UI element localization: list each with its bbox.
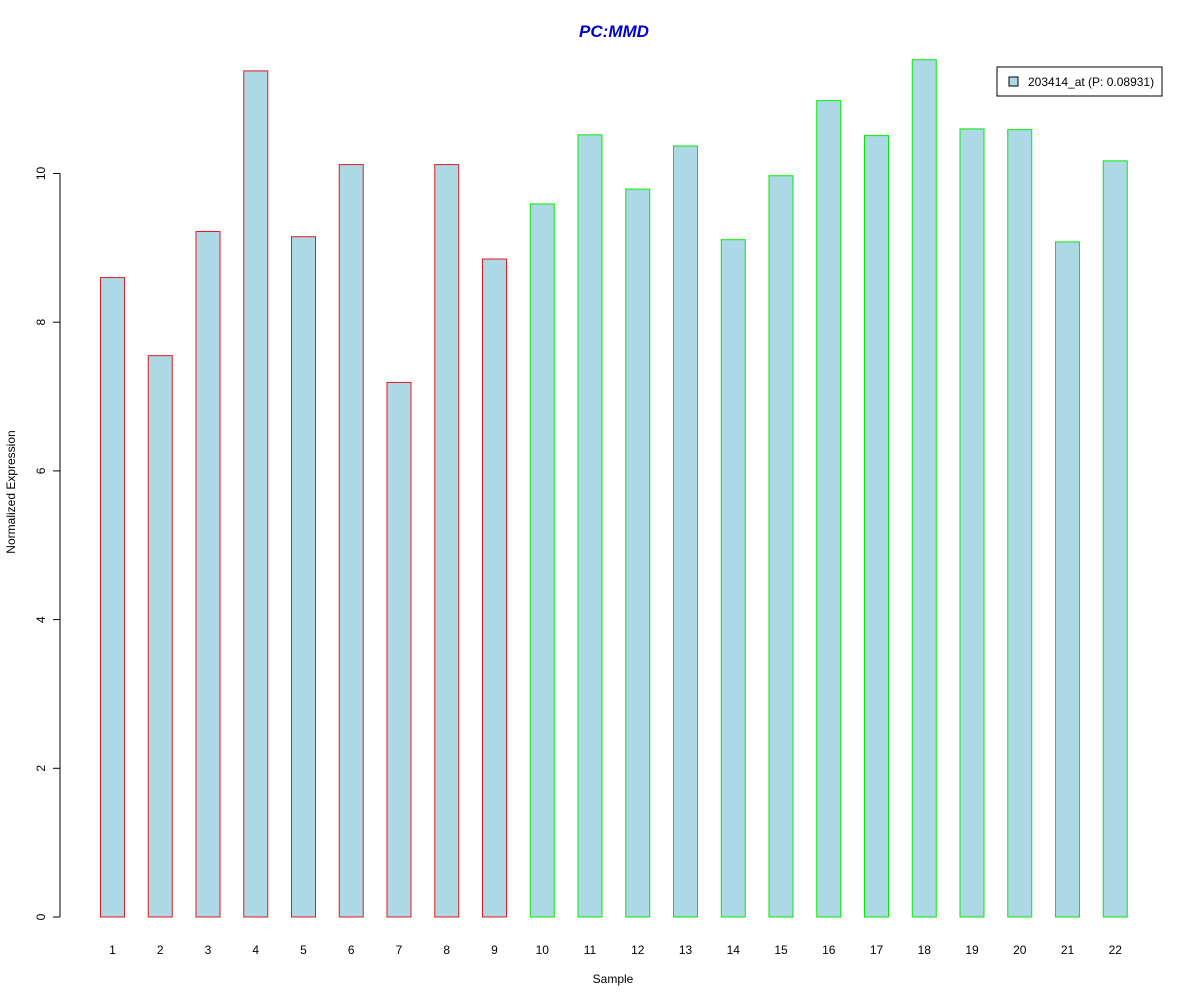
bar-sample-8 <box>434 164 460 918</box>
bar-sample-5 <box>291 236 316 918</box>
legend-box <box>996 66 1163 97</box>
bar-sample-9 <box>482 258 507 918</box>
x-tick-label: 16 <box>822 943 836 957</box>
y-axis: 0 2 4 6 8 10 <box>34 167 61 920</box>
y-tick-label: 2 <box>34 765 48 772</box>
bar-sample-2 <box>147 355 173 918</box>
x-tick-label: 17 <box>870 943 884 957</box>
bars <box>100 59 1128 918</box>
x-tick-label: 14 <box>727 943 741 957</box>
bar-sample-13 <box>673 145 698 918</box>
bar-sample-19 <box>959 128 985 918</box>
bar-sample-22 <box>1102 160 1128 918</box>
bar-sample-7 <box>386 381 412 918</box>
legend-entry-label: 203414_at (P: 0.08931) <box>1028 75 1154 89</box>
y-tick-label: 8 <box>34 319 48 326</box>
x-tick-label: 19 <box>965 943 979 957</box>
x-tick-label: 20 <box>1013 943 1027 957</box>
x-tick-label: 12 <box>631 943 645 957</box>
bar-sample-6 <box>338 164 364 918</box>
legend: 203414_at (P: 0.08931) <box>996 66 1163 97</box>
x-tick-label: 22 <box>1109 943 1123 957</box>
x-tick-label: 13 <box>679 943 693 957</box>
x-tick-label: 9 <box>491 943 498 957</box>
x-tick-label: 2 <box>157 943 164 957</box>
y-axis-label: Normalized Expression <box>4 430 18 553</box>
x-tick-label: 6 <box>348 943 355 957</box>
x-tick-label: 15 <box>774 943 788 957</box>
bar-sample-12 <box>625 188 651 918</box>
bar-sample-10 <box>529 203 555 918</box>
bar-sample-1 <box>100 277 125 918</box>
bar-sample-14 <box>720 239 746 918</box>
x-tick-label: 7 <box>396 943 403 957</box>
x-tick-label: 18 <box>918 943 932 957</box>
bar-sample-20 <box>1007 129 1033 918</box>
x-tick-label: 4 <box>252 943 259 957</box>
x-tick-label: 8 <box>443 943 450 957</box>
x-tick-label: 11 <box>584 943 597 957</box>
bar-sample-11 <box>577 134 603 918</box>
x-tick-label: 3 <box>205 943 212 957</box>
y-tick-label: 4 <box>34 616 48 623</box>
x-axis-label: Sample <box>593 972 634 986</box>
bar-sample-4 <box>243 70 269 918</box>
bar-sample-15 <box>768 175 794 918</box>
bar-sample-16 <box>816 100 842 918</box>
x-tick-label: 21 <box>1061 943 1075 957</box>
y-tick-label: 6 <box>34 467 48 474</box>
x-tick-label: 5 <box>300 943 307 957</box>
bar-sample-3 <box>195 230 221 918</box>
legend-swatch <box>1008 76 1019 87</box>
bar-sample-18 <box>911 59 937 918</box>
bar-sample-21 <box>1055 241 1080 918</box>
x-tick-labels: 1 2 3 4 5 6 7 8 9 10 11 12 13 14 15 16 17 18 19 20 21 22 <box>109 943 1122 957</box>
y-tick-label: 0 <box>34 913 48 920</box>
bar-sample-17 <box>864 135 889 918</box>
chart-title: PC:MMD <box>579 22 649 41</box>
y-tick-label: 10 <box>34 167 48 181</box>
x-tick-label: 10 <box>536 943 550 957</box>
x-tick-label: 1 <box>109 943 116 957</box>
